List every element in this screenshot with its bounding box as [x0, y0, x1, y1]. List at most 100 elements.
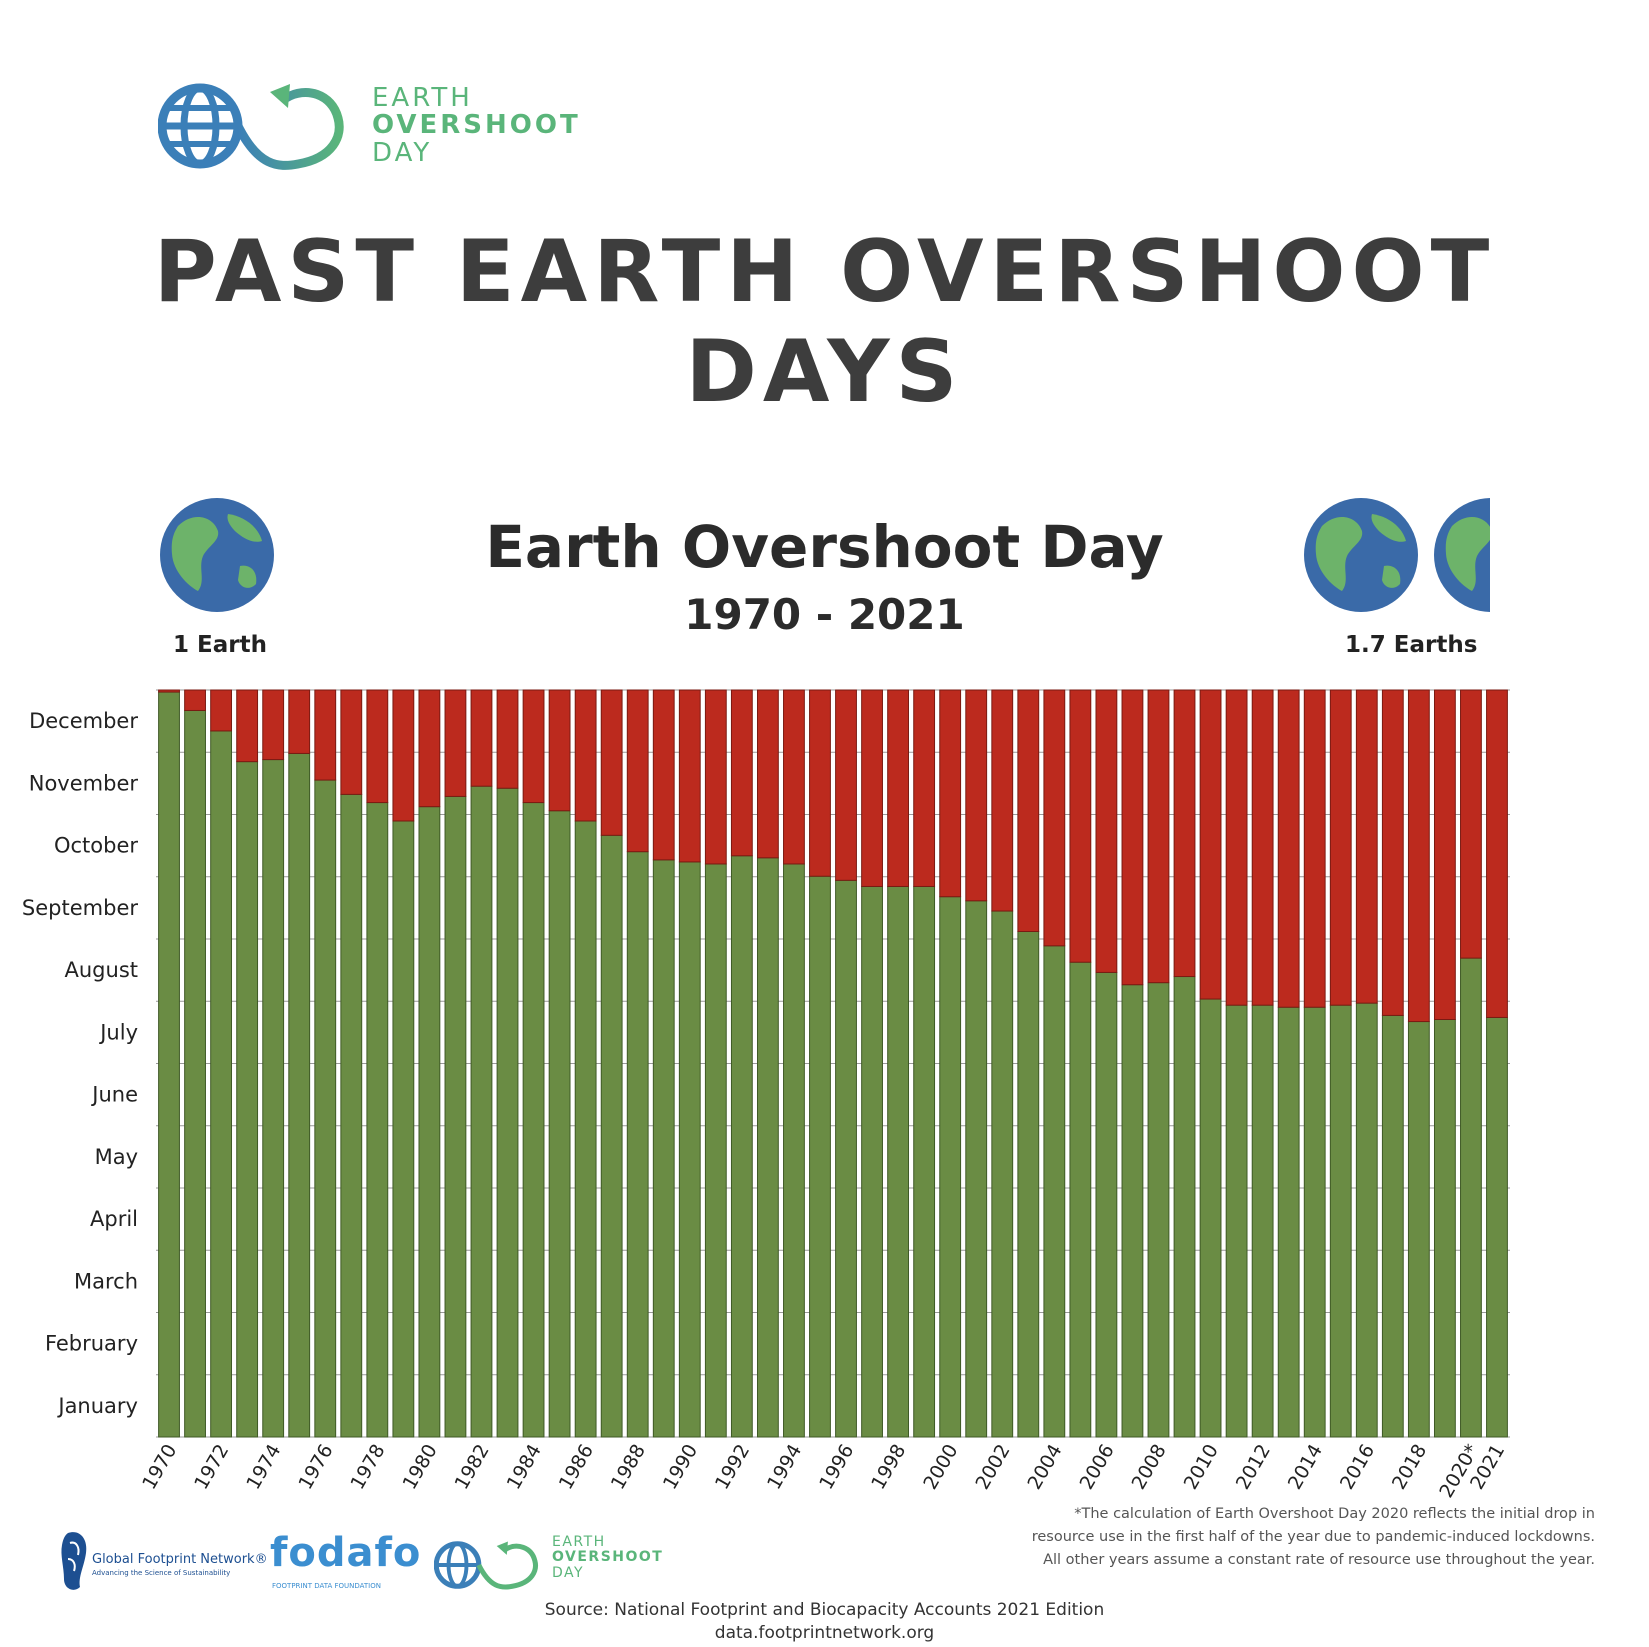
- bar-segment-red: [366, 689, 389, 804]
- bar-segment-green: [236, 761, 259, 1438]
- bar-segment-green: [418, 806, 441, 1438]
- bar-segment-green: [366, 802, 389, 1438]
- bar-segment-green: [158, 691, 180, 1438]
- bar-segment-green: [756, 857, 779, 1438]
- bar-segment-green: [1225, 1004, 1248, 1438]
- bar-segment-green: [678, 861, 701, 1438]
- bar-segment-red: [1433, 689, 1456, 1020]
- bar-segment-green: [626, 851, 649, 1438]
- one-earth-label: 1 Earth: [173, 632, 267, 658]
- bar-segment-red: [1225, 689, 1248, 1006]
- bar-segment-red: [1407, 689, 1430, 1023]
- bar-segment-red: [1329, 689, 1352, 1006]
- earth-overshoot-day-logo: EARTH OVERSHOOT DAY: [158, 76, 581, 176]
- bar-segment-green: [1486, 1016, 1508, 1438]
- bar-segment-red: [236, 689, 259, 763]
- infinity-globe-icon: [434, 1541, 538, 1590]
- bar-segment-green: [1043, 945, 1066, 1438]
- y-tick-label: April: [90, 1207, 138, 1231]
- y-tick-label: June: [90, 1083, 138, 1107]
- bar-segment-red: [600, 689, 623, 836]
- x-tick-label: 1988: [607, 1441, 650, 1494]
- x-tick-label: 2012: [1232, 1441, 1275, 1494]
- y-tick-label: December: [29, 709, 138, 733]
- x-tick-label: 2021: [1466, 1441, 1509, 1494]
- bar-segment-red: [1121, 689, 1144, 986]
- bar-segment-red: [288, 689, 311, 754]
- x-tick-label: 2018: [1388, 1441, 1431, 1494]
- bar-segment-green: [965, 900, 988, 1438]
- bar-segment-green: [392, 820, 415, 1438]
- x-tick-label: 1994: [763, 1441, 806, 1494]
- bar-segment-green: [548, 810, 571, 1438]
- bar-segment-red: [965, 689, 988, 902]
- bar-segment-red: [1277, 689, 1300, 1008]
- bar-segment-red: [1355, 689, 1378, 1004]
- bar-segment-green: [288, 752, 311, 1438]
- partial-globe-icon: [1434, 498, 1490, 612]
- bar-segment-red: [1095, 689, 1118, 973]
- infinity-globe-icon: [158, 83, 344, 170]
- bar-segment-green: [1251, 1004, 1274, 1438]
- bar-segment-green: [340, 793, 363, 1438]
- source-line: Source: National Footprint and Biocapaci…: [544, 1600, 1105, 1620]
- logo-line1: EARTH: [372, 83, 473, 114]
- bar-segment-red: [1147, 689, 1170, 984]
- bar-segment-green: [1460, 957, 1482, 1438]
- bar-segment-red: [991, 689, 1014, 912]
- y-tick-label: May: [95, 1145, 138, 1169]
- y-tick-label: August: [65, 958, 139, 982]
- bar-segment-green: [262, 759, 285, 1438]
- bar-segment-green: [574, 820, 597, 1438]
- bar-segment-red: [704, 689, 727, 865]
- bar-segment-green: [1017, 930, 1040, 1438]
- bar-segment-green: [210, 730, 233, 1438]
- bar-segment-red: [809, 689, 831, 877]
- x-tick-label: 1984: [503, 1441, 546, 1494]
- bar-segment-green: [314, 779, 337, 1438]
- x-tick-label: 2010: [1180, 1441, 1223, 1494]
- bar-segment-green: [1147, 982, 1170, 1438]
- bar-segment-green: [809, 875, 831, 1438]
- bar-segment-red: [470, 689, 493, 787]
- bar-segment-red: [340, 689, 363, 795]
- bar-segment-green: [444, 795, 467, 1438]
- footnote-line3: All other years assume a constant rate o…: [1043, 1552, 1595, 1568]
- chart-title: Earth Overshoot Day: [485, 513, 1164, 581]
- x-tick-label: 2006: [1076, 1441, 1119, 1494]
- bar-segment-red: [1069, 689, 1092, 963]
- eod-small-logo-text: EARTH OVERSHOOT DAY: [552, 1534, 664, 1581]
- bar-segment-green: [1173, 976, 1196, 1438]
- bar-segment-red: [939, 689, 962, 898]
- logo-line3: DAY: [372, 137, 433, 168]
- bar-segment-green: [1381, 1014, 1404, 1438]
- x-tick-label: 1972: [190, 1441, 233, 1494]
- x-tick-label: 2004: [1023, 1441, 1066, 1494]
- bar-segment-red: [835, 689, 857, 881]
- y-tick-label: October: [54, 834, 138, 858]
- bar-segment-red: [1460, 689, 1482, 959]
- bar-segment-red: [184, 689, 206, 711]
- y-tick-label: January: [56, 1394, 138, 1418]
- footnote-line2: resource use in the first half of the ye…: [1031, 1529, 1595, 1545]
- bar-segment-red: [418, 689, 441, 808]
- bar-segment-green: [887, 885, 910, 1438]
- eod-line2: OVERSHOOT: [552, 1549, 664, 1566]
- x-tick-label: 2020*: [1435, 1441, 1483, 1502]
- bar-segment-green: [991, 910, 1014, 1438]
- bar-segment-green: [1303, 1006, 1326, 1438]
- x-tick-label: 1996: [815, 1441, 858, 1494]
- y-tick-label: November: [29, 771, 139, 795]
- bar-segment-green: [1407, 1021, 1430, 1438]
- bar-segment-red: [1486, 689, 1508, 1018]
- x-tick-label: 2008: [1128, 1441, 1171, 1494]
- x-tick-label: 1992: [711, 1441, 754, 1494]
- bar-segment-red: [392, 689, 415, 822]
- x-tick-label: 2002: [971, 1441, 1014, 1494]
- x-tick-label: 1970: [138, 1441, 181, 1494]
- x-tick-label: 1976: [294, 1441, 337, 1494]
- fodafo-name: fodafo: [270, 1530, 422, 1576]
- bar-segment-red: [861, 689, 883, 887]
- bar-segment-green: [600, 834, 623, 1438]
- bar-segment-red: [652, 689, 675, 861]
